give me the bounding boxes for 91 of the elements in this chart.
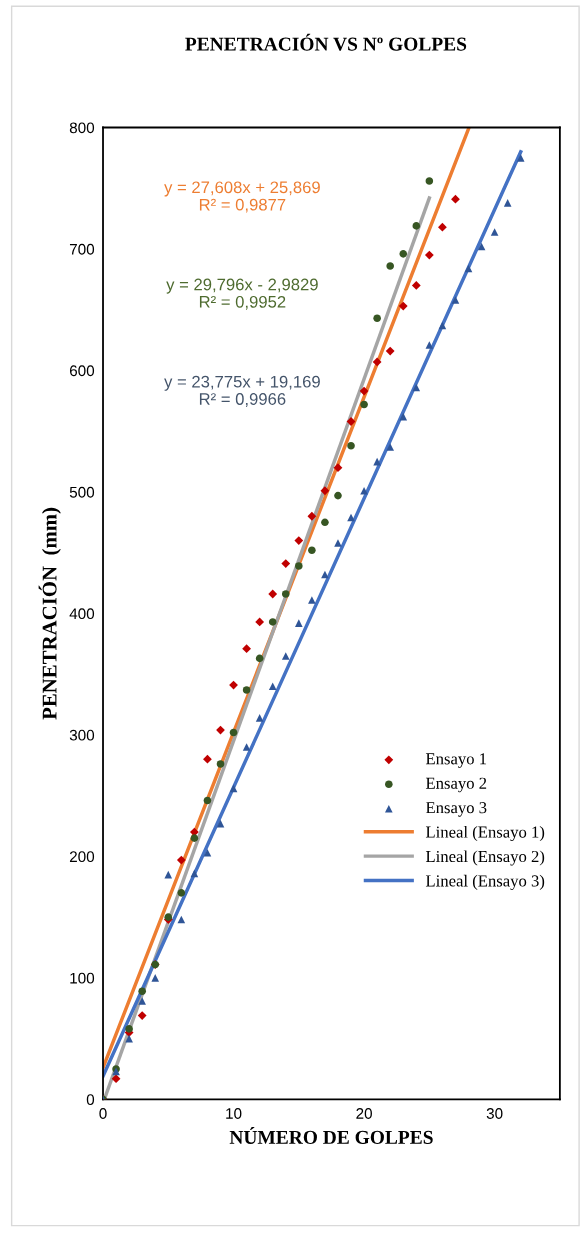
y-tick-label: 700 [69, 243, 95, 255]
point [385, 346, 395, 356]
y-tick-label: 200 [69, 851, 95, 863]
point [281, 590, 290, 598]
point [229, 728, 238, 737]
point [242, 644, 251, 654]
x-axis-title: NÚMERO DE GOLPES [229, 1127, 433, 1144]
point [308, 546, 316, 555]
point [229, 680, 238, 690]
y-tick-label: 300 [69, 729, 95, 741]
point [203, 754, 212, 764]
point [295, 562, 303, 570]
point [516, 154, 525, 162]
legend-label: Lineal (Ensayo 1) [425, 825, 545, 842]
point [268, 589, 278, 599]
point [399, 412, 408, 421]
point [111, 1074, 121, 1084]
legend-label: Ensayo 3 [425, 802, 487, 817]
x-tick-label: 30 [486, 1108, 503, 1119]
point [412, 222, 421, 230]
point [425, 177, 434, 185]
point [360, 486, 368, 495]
point [295, 619, 303, 627]
point [203, 796, 212, 805]
point [190, 869, 199, 878]
point [255, 714, 264, 722]
point [412, 383, 421, 392]
y-tick-label: 0 [86, 1094, 95, 1106]
point [334, 491, 342, 500]
annotation: y = 29,796x - 2,9829 R² = 0,9952 [166, 278, 318, 310]
point [359, 386, 369, 396]
point [386, 262, 394, 270]
chart-title: PENETRACIÓN VS Nº GOLPES [185, 33, 467, 51]
point [190, 834, 199, 842]
point [373, 314, 381, 323]
x-tick-label: 0 [99, 1108, 107, 1119]
point [333, 463, 343, 473]
y-tick-label: 400 [69, 608, 95, 620]
point [242, 743, 251, 751]
point [411, 281, 421, 290]
legend-label: Lineal (Ensayo 3) [425, 874, 545, 890]
point [503, 199, 512, 207]
point [268, 618, 277, 626]
point [399, 250, 408, 258]
point [229, 784, 238, 793]
annotation: y = 27,608x + 25,869 R² = 0,9877 [164, 181, 320, 213]
point [177, 889, 186, 897]
point [177, 915, 186, 924]
point [451, 296, 460, 304]
point [281, 559, 291, 569]
legend-label: Ensayo 2 [425, 777, 487, 793]
point [307, 511, 317, 521]
legend-label: Ensayo 1 [425, 753, 487, 768]
point [281, 652, 290, 660]
y-axis-title: PENETRACIÓN (mm) [38, 507, 61, 720]
point [386, 443, 394, 451]
x-tick-label: 10 [226, 1108, 242, 1119]
point [138, 997, 146, 1005]
point [294, 536, 304, 545]
annotation: y = 23,775x + 19,169 R² = 0,9966 [164, 375, 320, 407]
point [151, 974, 160, 982]
point [255, 617, 265, 627]
y-tick-label: 600 [69, 365, 95, 377]
point [203, 848, 212, 857]
point [137, 1011, 147, 1020]
point [125, 1025, 133, 1033]
point [216, 760, 225, 768]
point [242, 686, 251, 694]
point [308, 596, 316, 604]
point [438, 222, 447, 232]
point [320, 486, 330, 496]
point [451, 194, 460, 204]
point [424, 250, 434, 260]
point [138, 987, 146, 996]
point [268, 682, 277, 691]
y-tick-label: 500 [69, 486, 95, 498]
point [321, 518, 329, 527]
point [425, 341, 434, 349]
legend-label: Lineal (Ensayo 2) [425, 850, 545, 866]
point [164, 870, 173, 879]
point [255, 654, 264, 663]
point [372, 357, 382, 367]
y-tick-label: 100 [70, 972, 95, 984]
point [347, 441, 355, 450]
point [176, 855, 186, 865]
point [398, 301, 408, 311]
point [334, 539, 342, 547]
point [360, 400, 368, 409]
x-tick-label: 20 [356, 1108, 372, 1119]
y-tick-label: 800 [69, 122, 95, 134]
point [490, 228, 499, 236]
